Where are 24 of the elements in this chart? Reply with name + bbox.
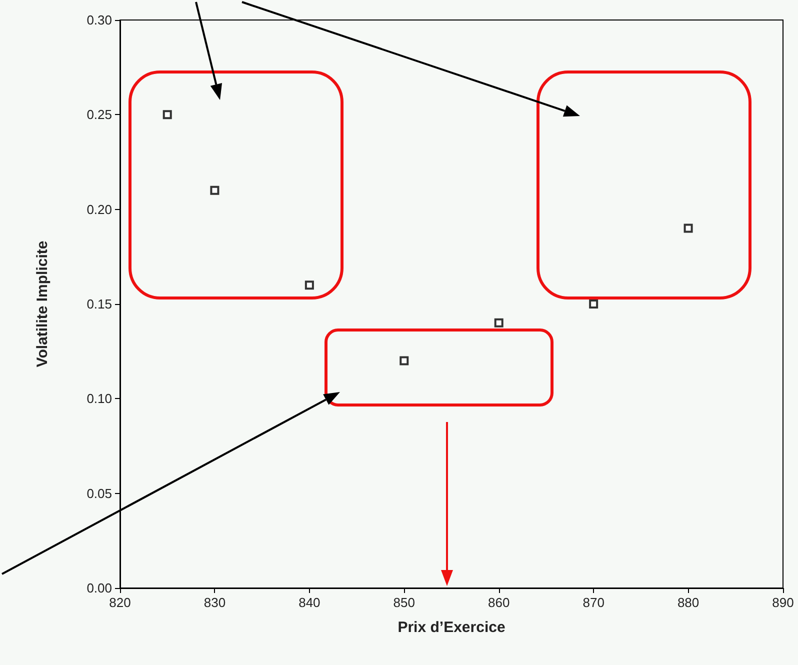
- point: [684, 224, 693, 233]
- point: [494, 318, 504, 328]
- point: [400, 356, 409, 366]
- y-tick-label: 0.05: [86, 486, 112, 501]
- x-tick-label: 890: [772, 595, 794, 610]
- x-tick-label: 870: [582, 595, 604, 610]
- x-tick-label: 840: [298, 595, 320, 610]
- point: [210, 186, 220, 195]
- y-tick-label: 0.30: [86, 12, 112, 28]
- x-tick-label: 860: [488, 595, 510, 610]
- x-tick-label: 880: [677, 595, 700, 610]
- y-tick-label: 0.15: [86, 296, 112, 312]
- y-tick-label: 0.25: [86, 107, 112, 122]
- y-tick-label: 0.10: [86, 391, 112, 406]
- x-tick-label: 850: [393, 595, 415, 610]
- point: [589, 300, 598, 308]
- y-tick-label: 0.20: [86, 202, 112, 217]
- point: [162, 110, 172, 120]
- y-axis-title: Volatilite Implicite: [34, 240, 51, 368]
- x-axis-title: Prix d’Exercice: [398, 619, 506, 636]
- y-tick-label: 0.00: [86, 580, 112, 596]
- x-tick-label: 820: [109, 595, 131, 610]
- x-tick-label: 830: [204, 595, 226, 610]
- point: [304, 280, 314, 290]
